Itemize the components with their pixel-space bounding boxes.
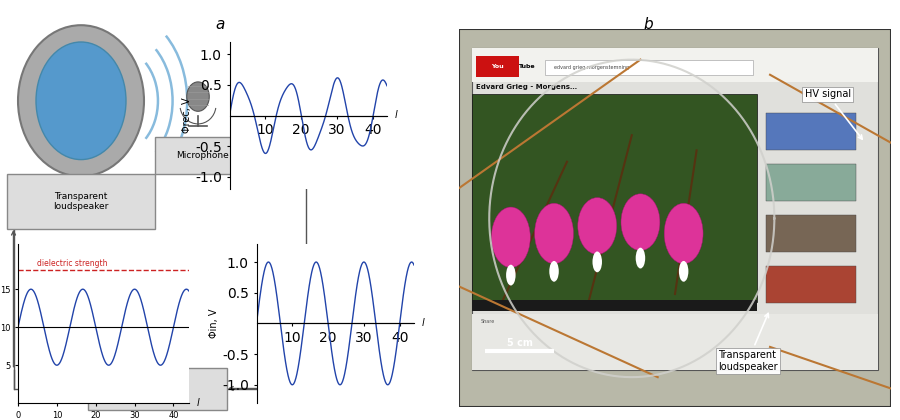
Ellipse shape — [187, 82, 209, 111]
FancyBboxPatch shape — [472, 48, 878, 370]
Ellipse shape — [578, 198, 617, 254]
Text: dielectric strength: dielectric strength — [38, 259, 108, 268]
FancyBboxPatch shape — [766, 215, 857, 252]
FancyBboxPatch shape — [766, 266, 857, 303]
FancyBboxPatch shape — [472, 48, 878, 82]
Ellipse shape — [621, 194, 660, 250]
Text: 5 cm: 5 cm — [507, 338, 533, 348]
Ellipse shape — [679, 261, 688, 282]
FancyBboxPatch shape — [88, 368, 227, 410]
Text: a: a — [216, 17, 225, 32]
Ellipse shape — [18, 25, 144, 176]
FancyBboxPatch shape — [472, 314, 878, 370]
FancyBboxPatch shape — [766, 113, 857, 150]
FancyBboxPatch shape — [476, 56, 519, 76]
Text: Transparent
loudspeaker: Transparent loudspeaker — [53, 192, 109, 211]
Text: You: You — [491, 64, 504, 69]
FancyBboxPatch shape — [472, 94, 757, 302]
Text: b: b — [644, 17, 652, 32]
Text: l: l — [197, 398, 200, 408]
Y-axis label: Φrec, V: Φrec, V — [182, 98, 193, 133]
Ellipse shape — [549, 261, 559, 282]
FancyBboxPatch shape — [250, 136, 362, 174]
Ellipse shape — [36, 42, 126, 160]
FancyBboxPatch shape — [472, 300, 757, 311]
FancyBboxPatch shape — [459, 29, 891, 407]
FancyBboxPatch shape — [7, 174, 155, 229]
Text: Share: Share — [481, 318, 495, 323]
FancyBboxPatch shape — [297, 116, 378, 126]
Ellipse shape — [635, 248, 645, 268]
Ellipse shape — [506, 265, 516, 286]
FancyBboxPatch shape — [545, 60, 752, 75]
Text: HV amplifier: HV amplifier — [130, 384, 185, 393]
Text: edvard grieg morgenstemning: edvard grieg morgenstemning — [554, 65, 629, 70]
Text: PC audio out: PC audio out — [277, 151, 335, 160]
Ellipse shape — [664, 203, 703, 264]
Y-axis label: Φin, V: Φin, V — [209, 309, 220, 338]
Text: l: l — [394, 110, 397, 121]
Text: Tube: Tube — [518, 64, 535, 69]
Text: HV signal: HV signal — [805, 89, 862, 139]
Text: Microphone: Microphone — [176, 151, 229, 160]
FancyBboxPatch shape — [155, 136, 250, 174]
FancyBboxPatch shape — [302, 71, 373, 118]
Text: Edvard Grieg - Morgens…: Edvard Grieg - Morgens… — [476, 84, 578, 90]
Text: Transparent
loudspeaker: Transparent loudspeaker — [718, 313, 778, 372]
Ellipse shape — [592, 252, 602, 272]
FancyBboxPatch shape — [766, 163, 857, 201]
Ellipse shape — [491, 207, 530, 268]
Ellipse shape — [535, 203, 573, 264]
Text: l: l — [421, 318, 424, 328]
FancyBboxPatch shape — [308, 78, 367, 113]
